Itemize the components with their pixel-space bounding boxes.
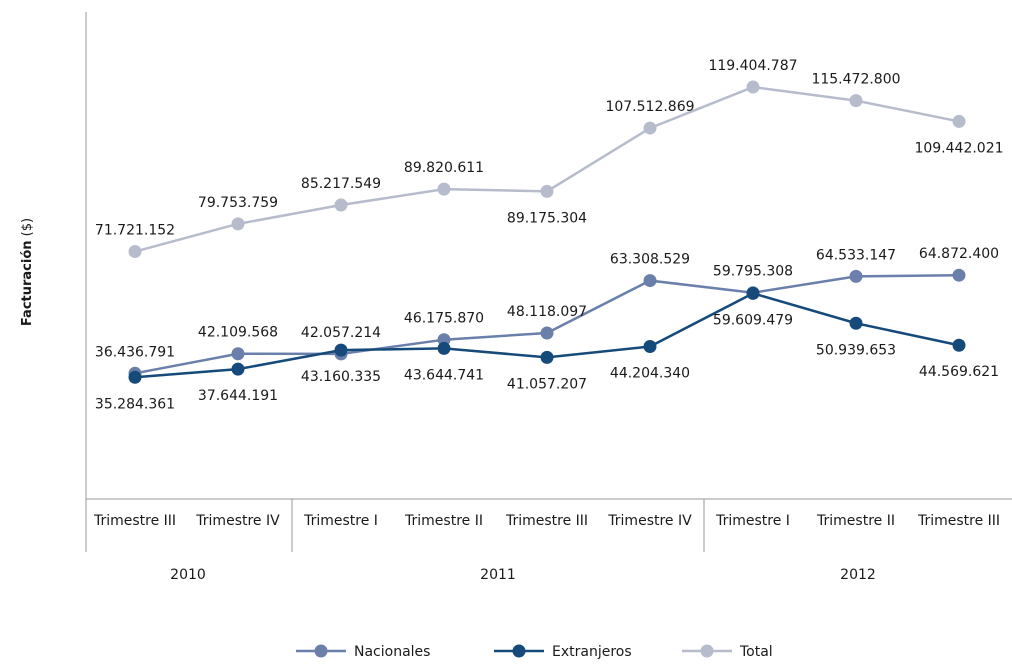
y-axis-label-unit: ($) [20,218,35,236]
legend-label: Extranjeros [552,644,632,660]
axes [85,12,1012,552]
legend-swatch-marker [700,644,714,658]
data-label-total: 89.175.304 [507,210,587,226]
data-point-extranjeros [746,286,760,300]
data-label-nacionales: 42.057.214 [301,325,381,341]
y-axis-label-main: Facturación [20,240,35,326]
year-label: 2011 [480,567,516,583]
year-label: 2012 [840,567,876,583]
data-label-nacionales: 48.118.097 [507,304,587,320]
x-tick-label: Trimestre III [917,513,1000,529]
data-label-nacionales: 59.795.308 [713,264,793,280]
data-label-total: 79.753.759 [198,195,278,211]
x-tick-label: Trimestre II [816,513,895,529]
data-point-total [437,182,451,196]
legend-item-nacionales: Nacionales [296,644,430,660]
x-tick-label: Trimestre IV [607,513,692,529]
legend-swatch-marker [512,644,526,658]
x-tick-label: Trimestre III [93,513,176,529]
data-point-nacionales [540,326,554,340]
data-label-total: 115.472.800 [811,72,900,88]
data-label-total: 119.404.787 [708,58,797,74]
data-label-nacionales: 42.109.568 [198,325,278,341]
data-label-extranjeros: 37.644.191 [198,388,278,404]
y-axis-label: Facturación ($) [20,218,35,326]
x-tick-label: Trimestre III [505,513,588,529]
data-point-extranjeros [128,370,142,384]
data-label-total: 109.442.021 [914,140,1003,156]
data-point-extranjeros [334,343,348,357]
data-label-extranjeros: 44.204.340 [610,365,690,381]
x-tick-labels: 2010 2011 2012 Trimestre III Trimestre IV Tri… [93,513,1000,583]
data-label-nacionales: 63.308.529 [610,252,690,268]
x-tick-label: Trimestre I [303,513,378,529]
data-point-total [746,80,760,94]
data-label-extranjeros: 43.644.741 [404,367,484,383]
data-labels: 36.436.791 42.109.568 42.057.214 46.175.870… [95,58,1004,412]
data-label-nacionales: 64.533.147 [816,247,896,263]
legend: Nacionales Extranjeros Total [296,644,773,660]
data-point-nacionales [849,269,863,283]
data-label-nacionales: 64.872.400 [919,246,999,262]
data-label-nacionales: 46.175.870 [404,311,484,327]
data-point-extranjeros [540,350,554,364]
data-point-total [849,94,863,108]
data-point-nacionales [643,274,657,288]
data-label-nacionales: 36.436.791 [95,344,175,360]
data-point-total [334,198,348,212]
data-label-extranjeros: 41.057.207 [507,376,587,392]
legend-label: Total [739,644,773,660]
series-lines [128,80,966,384]
data-point-extranjeros [437,341,451,355]
series-line-total [134,85,960,253]
x-tick-label: Trimestre II [404,513,483,529]
data-point-total [952,114,966,128]
data-point-total [540,184,554,198]
data-point-extranjeros [231,362,245,376]
data-point-extranjeros [952,338,966,352]
data-point-nacionales [231,347,245,361]
legend-item-extranjeros: Extranjeros [494,644,632,660]
data-label-extranjeros: 35.284.361 [95,396,175,412]
data-label-extranjeros: 43.160.335 [301,369,381,385]
data-label-total: 107.512.869 [605,99,694,115]
data-point-total [643,121,657,135]
data-point-total [128,245,142,259]
x-tick-label: Trimestre I [715,513,790,529]
data-point-extranjeros [643,339,657,353]
data-label-extranjeros: 59.609.479 [713,312,793,328]
data-point-total [231,217,245,231]
data-label-extranjeros: 44.569.621 [919,364,999,380]
legend-label: Nacionales [354,644,430,660]
data-label-extranjeros: 50.939.653 [816,342,896,358]
data-point-extranjeros [849,316,863,330]
data-label-total: 71.721.152 [95,223,175,239]
year-label: 2010 [170,567,206,583]
x-tick-label: Trimestre IV [195,513,280,529]
data-point-nacionales [952,268,966,282]
legend-swatch-marker [314,644,328,658]
data-label-total: 85.217.549 [301,176,381,192]
legend-item-total: Total [682,644,773,660]
data-label-total: 89.820.611 [404,160,484,176]
